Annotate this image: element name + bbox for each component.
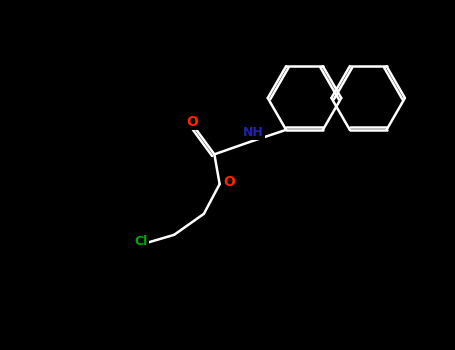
Text: Cl: Cl: [134, 235, 147, 248]
Text: O: O: [187, 115, 198, 129]
Text: O: O: [223, 175, 235, 189]
Text: NH: NH: [243, 126, 264, 139]
